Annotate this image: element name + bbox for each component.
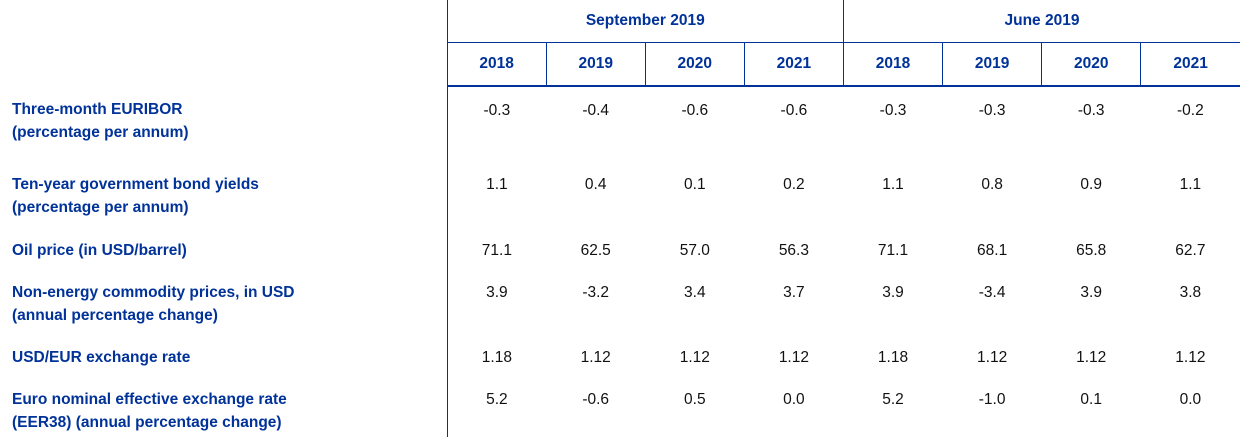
value-cell: -0.3 — [879, 102, 907, 119]
value-cell: 3.7 — [783, 284, 805, 301]
value-cell: -0.3 — [483, 102, 511, 119]
year-header: 2021 — [1140, 42, 1240, 87]
data-row: USD/EUR exchange rate 1.18 1.12 1.12 1.12 1.1… — [0, 334, 1240, 376]
label-line: Euro nominal effective exchange rate — [12, 391, 287, 408]
group-header: June 2019 — [843, 0, 1240, 43]
value-cell: 62.5 — [580, 242, 611, 259]
value-cell: 3.8 — [1179, 284, 1202, 301]
value-cell: -0.4 — [582, 102, 610, 119]
row-label: Non-energy commodity prices, in USD (annu… — [0, 269, 448, 334]
label-line: Non-energy commodity prices, in USD — [12, 284, 295, 301]
value-cell: -0.3 — [1077, 102, 1105, 119]
value-cell: 3.9 — [1080, 284, 1102, 301]
year-header: 2020 — [645, 42, 745, 87]
header-row: September 2019 June 2019 — [0, 0, 1240, 86]
value-cell: 0.1 — [684, 176, 706, 193]
data-row: Non-energy commodity prices, in USD (annu… — [0, 269, 1240, 334]
value-cell: 56.3 — [778, 242, 809, 259]
row-label: Ten-year government bond yields (percenta… — [0, 161, 448, 227]
data-row: Oil price (in USD/barrel) 71.1 62.5 57.0 56.… — [0, 227, 1240, 269]
value-cell: -3.2 — [582, 284, 610, 301]
year-header: 2020 — [1041, 42, 1142, 87]
value-cell: 0.1 — [1080, 391, 1102, 408]
value-cell: 5.2 — [486, 391, 508, 408]
data-row: Three-month EURIBOR (percentage per annum… — [0, 86, 1240, 161]
year-header: 2018 — [843, 42, 944, 87]
value-cell: 0.2 — [783, 176, 805, 193]
value-cell: 1.1 — [1179, 176, 1202, 193]
value-cell: 71.1 — [481, 242, 512, 259]
group-header: September 2019 — [447, 0, 844, 43]
value-cell: 65.8 — [1076, 242, 1107, 259]
value-cell: 0.0 — [783, 391, 805, 408]
row-label: USD/EUR exchange rate — [0, 334, 448, 376]
value-cell: 0.9 — [1080, 176, 1102, 193]
row-label: Oil price (in USD/barrel) — [0, 227, 448, 269]
label-line: (percentage per annum) — [12, 199, 189, 216]
value-cell: 1.1 — [486, 176, 508, 193]
value-cell: -3.4 — [978, 284, 1006, 301]
value-cell: 0.0 — [1179, 391, 1202, 408]
value-cell: -0.6 — [780, 102, 808, 119]
corner-cell — [0, 0, 448, 86]
value-cell: -0.6 — [582, 391, 610, 408]
year-header: 2019 — [546, 42, 646, 87]
value-cell: -0.6 — [681, 102, 709, 119]
row-label: Euro nominal effective exchange rate (EER… — [0, 376, 448, 437]
value-cell: 1.12 — [1175, 349, 1206, 366]
value-cell: 71.1 — [877, 242, 909, 259]
year-header: 2021 — [744, 42, 844, 87]
year-header: 2019 — [942, 42, 1043, 87]
value-cell: 0.4 — [584, 176, 607, 193]
value-cell: 5.2 — [882, 391, 904, 408]
label-line: Ten-year government bond yields — [12, 176, 259, 193]
year-header: 2018 — [447, 42, 547, 87]
value-cell: -1.0 — [978, 391, 1006, 408]
value-cell: 1.12 — [580, 349, 611, 366]
label-line: (annual percentage change) — [12, 307, 218, 324]
data-row: Euro nominal effective exchange rate (EER… — [0, 376, 1240, 437]
value-cell: 1.12 — [679, 349, 710, 366]
value-cell: 1.12 — [778, 349, 809, 366]
label-line: Three-month EURIBOR — [12, 101, 183, 118]
label-line: USD/EUR exchange rate — [12, 349, 191, 366]
value-cell: 68.1 — [977, 242, 1008, 259]
value-cell: 1.18 — [877, 349, 909, 366]
value-cell: 3.4 — [684, 284, 706, 301]
header-row: 2018 2019 2020 2021 2018 2019 2020 2021 — [0, 42, 1240, 87]
value-cell: -0.3 — [978, 102, 1006, 119]
data-row: Ten-year government bond yields (percenta… — [0, 161, 1240, 227]
value-cell: 3.9 — [882, 284, 904, 301]
value-cell: 1.1 — [882, 176, 904, 193]
label-line: (percentage per annum) — [12, 124, 189, 141]
value-cell: 0.5 — [684, 391, 706, 408]
value-cell: 1.12 — [1076, 349, 1107, 366]
value-cell: 57.0 — [679, 242, 710, 259]
label-line: Oil price (in USD/barrel) — [12, 242, 187, 259]
label-line: (EER38) (annual percentage change) — [12, 414, 282, 431]
value-cell: 1.18 — [481, 349, 512, 366]
value-cell: 0.8 — [981, 176, 1003, 193]
value-cell: 3.9 — [486, 284, 508, 301]
row-label: Three-month EURIBOR (percentage per annum… — [0, 86, 448, 161]
value-cell: 62.7 — [1175, 242, 1206, 259]
value-cell: 1.12 — [977, 349, 1008, 366]
value-cell: -0.2 — [1177, 102, 1204, 119]
